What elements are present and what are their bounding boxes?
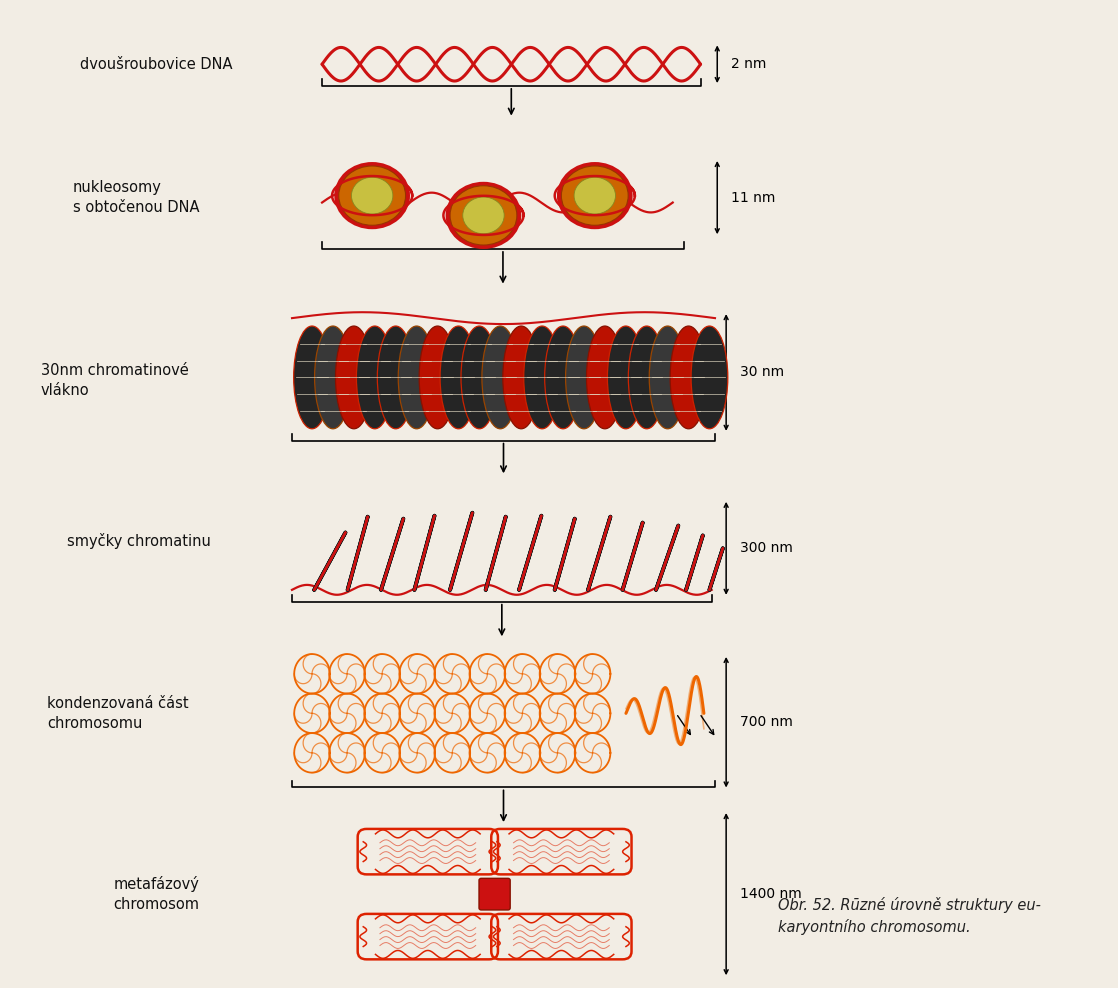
Circle shape bbox=[446, 182, 521, 249]
Ellipse shape bbox=[670, 326, 707, 429]
Text: 300 nm: 300 nm bbox=[739, 541, 793, 555]
Circle shape bbox=[561, 166, 628, 225]
Text: 11 nm: 11 nm bbox=[730, 191, 775, 205]
Text: 30 nm: 30 nm bbox=[739, 366, 784, 379]
Circle shape bbox=[334, 162, 410, 229]
Text: smyčky chromatinu: smyčky chromatinu bbox=[67, 534, 210, 549]
Ellipse shape bbox=[419, 326, 456, 429]
Ellipse shape bbox=[607, 326, 644, 429]
Ellipse shape bbox=[544, 326, 581, 429]
Circle shape bbox=[351, 177, 392, 214]
Ellipse shape bbox=[566, 326, 603, 429]
Text: Obr. 52. Rūzné úrovně struktury eu-
karyontního chromosomu.: Obr. 52. Rūzné úrovně struktury eu- kary… bbox=[778, 897, 1041, 935]
Circle shape bbox=[339, 166, 406, 225]
Text: 700 nm: 700 nm bbox=[739, 715, 793, 729]
Circle shape bbox=[574, 177, 616, 214]
Text: 2 nm: 2 nm bbox=[730, 57, 766, 71]
Text: kondenzovaná část
chromosomu: kondenzovaná část chromosomu bbox=[47, 696, 189, 731]
Ellipse shape bbox=[523, 326, 560, 429]
Ellipse shape bbox=[628, 326, 665, 429]
Ellipse shape bbox=[503, 326, 540, 429]
Circle shape bbox=[463, 197, 504, 234]
Ellipse shape bbox=[691, 326, 728, 429]
Circle shape bbox=[557, 162, 633, 229]
Ellipse shape bbox=[461, 326, 498, 429]
Text: 1400 nm: 1400 nm bbox=[739, 887, 802, 901]
Ellipse shape bbox=[294, 326, 331, 429]
Ellipse shape bbox=[378, 326, 414, 429]
Text: 30nm chromatinové
vlákno: 30nm chromatinové vlákno bbox=[40, 363, 189, 398]
Text: nukleosomy
s obtočenou DNA: nukleosomy s obtočenou DNA bbox=[73, 180, 200, 215]
Ellipse shape bbox=[440, 326, 476, 429]
Ellipse shape bbox=[482, 326, 519, 429]
Ellipse shape bbox=[398, 326, 435, 429]
Ellipse shape bbox=[587, 326, 623, 429]
Ellipse shape bbox=[314, 326, 351, 429]
FancyBboxPatch shape bbox=[479, 878, 510, 910]
Ellipse shape bbox=[335, 326, 372, 429]
Text: dvoušroubovice DNA: dvoušroubovice DNA bbox=[80, 56, 233, 72]
Ellipse shape bbox=[650, 326, 686, 429]
Circle shape bbox=[451, 186, 517, 245]
Ellipse shape bbox=[357, 326, 394, 429]
Text: metafázový
chromosom: metafázový chromosom bbox=[114, 876, 200, 912]
